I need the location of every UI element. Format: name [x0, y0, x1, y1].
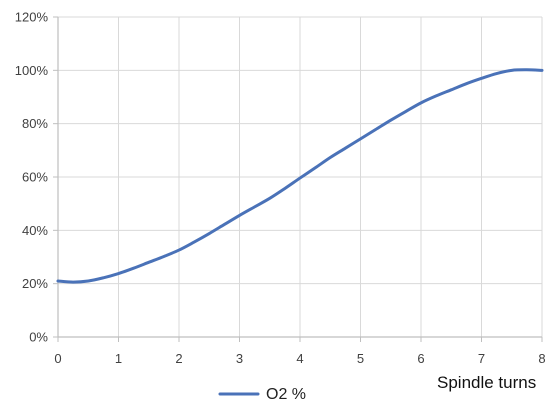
series-line-0 — [56, 68, 544, 284]
x-tick-label: 4 — [296, 351, 303, 366]
x-tick-label: 2 — [175, 351, 182, 366]
y-tick-label: 0% — [29, 330, 48, 345]
x-tick-label: 5 — [357, 351, 364, 366]
legend-label: O2 % — [266, 386, 306, 403]
y-tick-label: 80% — [22, 116, 48, 131]
y-tick-label: 120% — [15, 10, 49, 25]
x-tick-label: 1 — [115, 351, 122, 366]
y-tick-label: 100% — [15, 63, 49, 78]
x-tick-label: 6 — [417, 351, 424, 366]
tick-labels: 0% 20% 40% 60% 80% 100% 120% 0 1 2 3 4 5 6 7 8 — [15, 10, 546, 367]
series-layer — [56, 68, 544, 284]
y-tick-label: 40% — [22, 223, 48, 238]
x-tick-label: 3 — [236, 351, 243, 366]
axes — [53, 16, 543, 342]
y-tick-label: 20% — [22, 276, 48, 291]
x-tick-label: 7 — [478, 351, 485, 366]
x-tick-label: 8 — [538, 351, 545, 366]
x-axis-label: Spindle turns — [437, 373, 536, 392]
grid — [58, 16, 543, 337]
legend: O2 % — [218, 386, 306, 403]
y-tick-label: 60% — [22, 170, 48, 185]
x-tick-label: 0 — [54, 351, 61, 366]
